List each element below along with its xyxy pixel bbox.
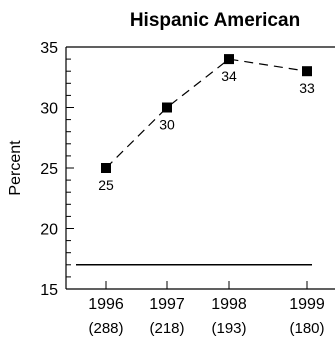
chart-title: Hispanic American (130, 10, 300, 31)
x-tick-labels: 1996 (288) 1997 (218) 1998 (193) 1999 (180) (88, 296, 325, 337)
sample-size-label: (218) (149, 320, 184, 337)
data-point-marker (101, 163, 111, 173)
sample-size-label: (288) (88, 320, 123, 337)
x-tick-label: 1999 (289, 296, 325, 313)
data-point-marker (162, 102, 172, 113)
data-label: 33 (299, 80, 315, 96)
y-tick-label: 25 (40, 161, 58, 178)
y-tick-label: 20 (40, 222, 58, 239)
y-axis-label: Percent (7, 140, 24, 196)
data-label: 30 (159, 117, 175, 133)
axes (65, 46, 335, 290)
sample-size-label: (193) (211, 320, 246, 337)
data-label: 34 (221, 68, 237, 84)
data-point-marker (224, 54, 234, 65)
data-label: 25 (98, 177, 114, 193)
y-tick-label: 15 (40, 282, 58, 299)
y-tick-labels: 15 20 25 30 35 (40, 40, 58, 299)
x-tick-label: 1997 (149, 296, 185, 313)
x-tick-label: 1998 (211, 296, 247, 313)
y-tick-label: 35 (40, 40, 58, 57)
series-line (105, 58, 308, 169)
data-point-marker (302, 66, 312, 77)
sample-size-label: (180) (289, 320, 324, 337)
y-tick-label: 30 (40, 101, 58, 118)
x-tick-label: 1996 (88, 296, 124, 313)
series-group: 25 30 34 33 (98, 54, 315, 193)
